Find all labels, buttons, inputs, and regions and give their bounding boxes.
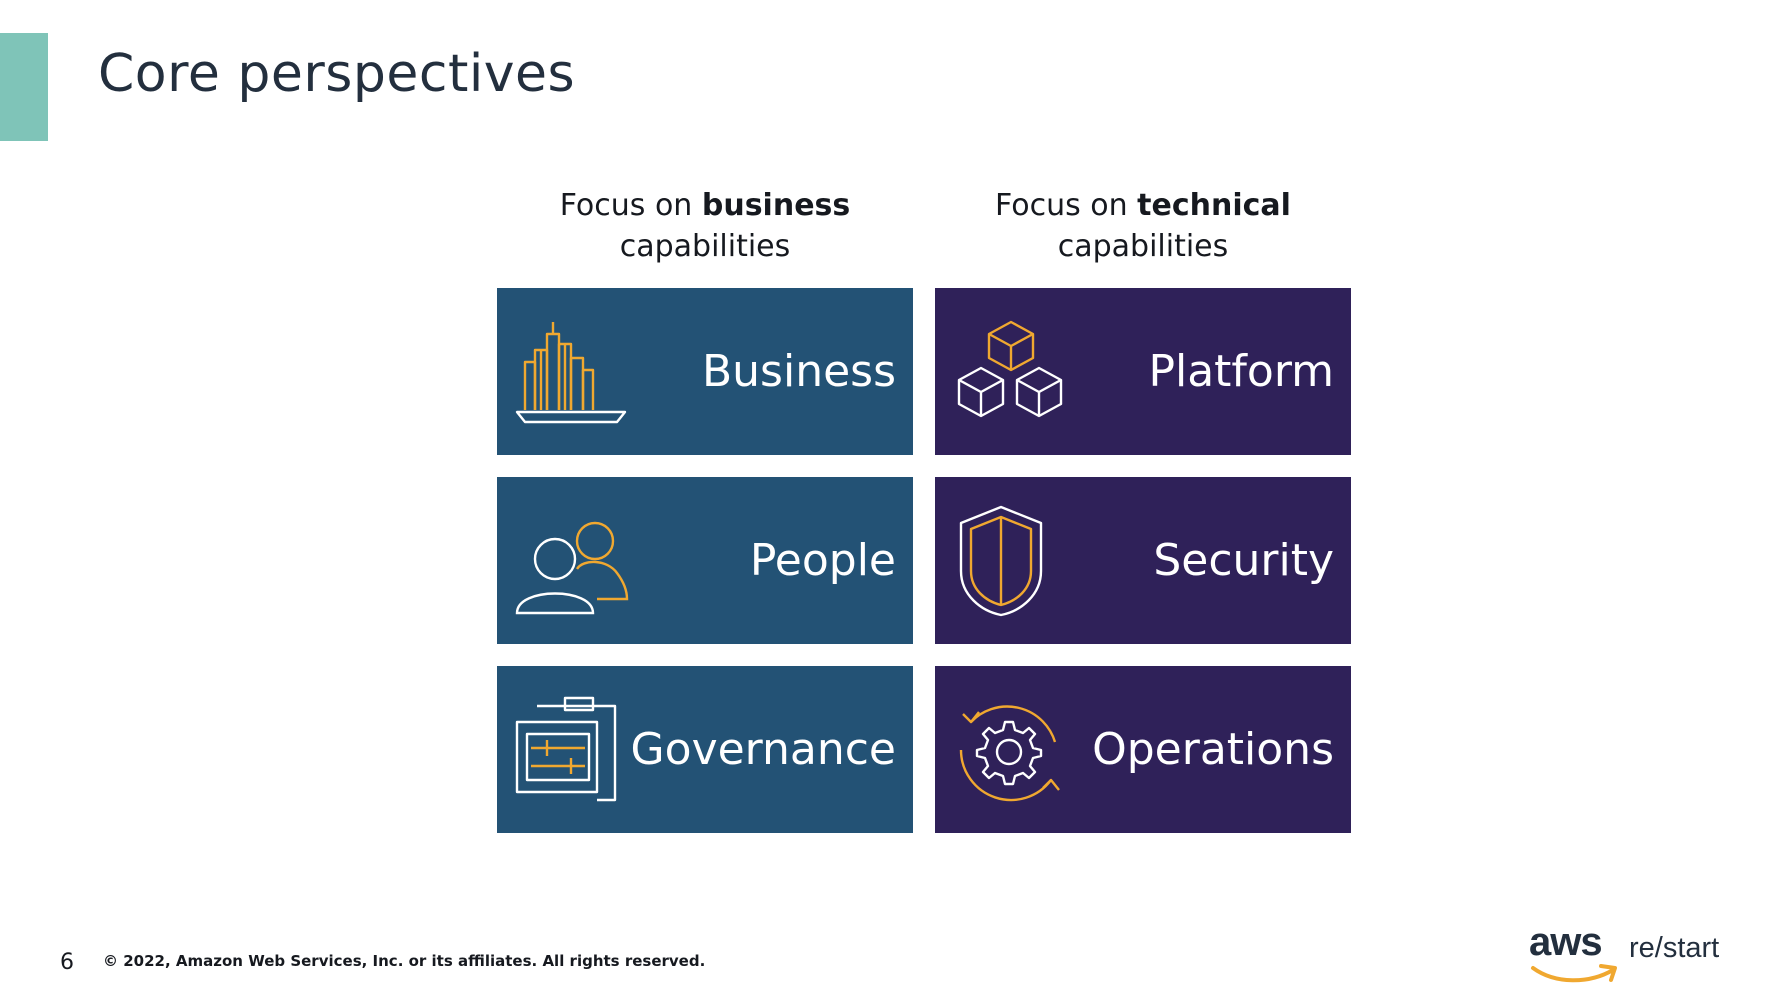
people-icon [515, 521, 629, 615]
business-header-prefix: Focus on [559, 188, 702, 223]
tile-label-people: People [749, 535, 896, 586]
technical-column-header: Focus on technical capabilities [935, 185, 1351, 267]
aws-restart-logo: aws re/start [1525, 920, 1725, 990]
business-header-suffix: capabilities [619, 229, 791, 264]
tile-governance: Governance [497, 666, 913, 833]
tile-business: Business [497, 288, 913, 455]
technical-header-prefix: Focus on [995, 188, 1138, 223]
tile-label-business: Business [701, 346, 896, 397]
smile-arrow-icon [1531, 964, 1617, 983]
tile-label-governance: Governance [630, 724, 896, 775]
shield-icon [959, 505, 1043, 617]
buildings-icon [515, 322, 627, 424]
tile-label-operations: Operations [1092, 724, 1334, 775]
gear-cycle-icon [959, 705, 1060, 802]
tile-people: People [497, 477, 913, 644]
clipboard-icon [515, 696, 617, 802]
technical-header-bold: technical [1137, 188, 1291, 223]
tile-security: Security [935, 477, 1351, 644]
tile-operations: Operations [935, 666, 1351, 833]
page-number: 6 [60, 950, 74, 975]
tile-platform: Platform [935, 288, 1351, 455]
logo-product-text: re/start [1629, 932, 1720, 964]
business-column-header: Focus on business capabilities [497, 185, 913, 267]
tile-label-platform: Platform [1148, 346, 1334, 397]
technical-header-suffix: capabilities [1057, 229, 1229, 264]
slide-title: Core perspectives [98, 44, 576, 104]
title-accent-bar [0, 33, 48, 141]
logo-brand-text: aws [1529, 920, 1603, 964]
tile-label-security: Security [1153, 535, 1334, 586]
cubes-icon [957, 320, 1063, 418]
copyright-notice: © 2022, Amazon Web Services, Inc. or its… [103, 952, 706, 970]
business-header-bold: business [701, 188, 851, 223]
